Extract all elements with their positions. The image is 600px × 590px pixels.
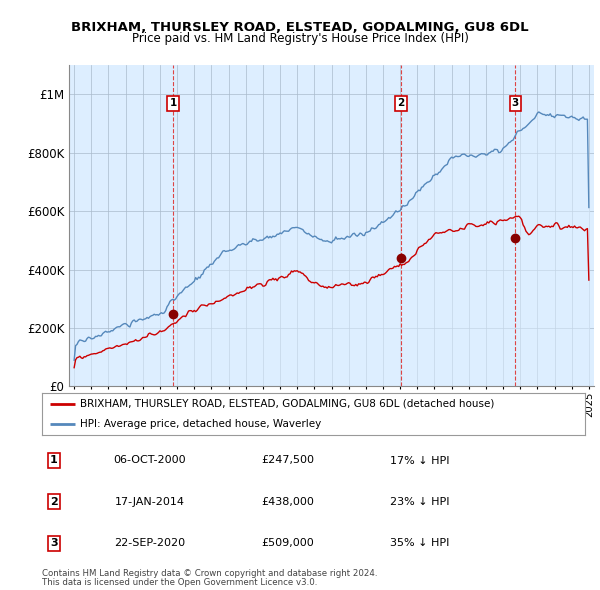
Text: 17% ↓ HPI: 17% ↓ HPI <box>390 455 450 466</box>
Text: Contains HM Land Registry data © Crown copyright and database right 2024.: Contains HM Land Registry data © Crown c… <box>42 569 377 578</box>
Text: 17-JAN-2014: 17-JAN-2014 <box>115 497 185 507</box>
Text: £247,500: £247,500 <box>262 455 314 466</box>
Text: 2: 2 <box>397 99 404 109</box>
Text: 1: 1 <box>169 99 176 109</box>
Text: 22-SEP-2020: 22-SEP-2020 <box>115 538 185 548</box>
Text: 23% ↓ HPI: 23% ↓ HPI <box>390 497 450 507</box>
Text: BRIXHAM, THURSLEY ROAD, ELSTEAD, GODALMING, GU8 6DL (detached house): BRIXHAM, THURSLEY ROAD, ELSTEAD, GODALMI… <box>80 399 494 409</box>
Text: BRIXHAM, THURSLEY ROAD, ELSTEAD, GODALMING, GU8 6DL: BRIXHAM, THURSLEY ROAD, ELSTEAD, GODALMI… <box>71 21 529 34</box>
Text: This data is licensed under the Open Government Licence v3.0.: This data is licensed under the Open Gov… <box>42 578 317 587</box>
Text: 3: 3 <box>50 538 58 548</box>
Text: 3: 3 <box>512 99 519 109</box>
Text: 35% ↓ HPI: 35% ↓ HPI <box>391 538 449 548</box>
Text: 1: 1 <box>50 455 58 466</box>
Text: 2: 2 <box>50 497 58 507</box>
Text: £509,000: £509,000 <box>262 538 314 548</box>
Text: HPI: Average price, detached house, Waverley: HPI: Average price, detached house, Wave… <box>80 419 321 430</box>
Text: 06-OCT-2000: 06-OCT-2000 <box>113 455 187 466</box>
Text: £438,000: £438,000 <box>262 497 314 507</box>
Text: Price paid vs. HM Land Registry's House Price Index (HPI): Price paid vs. HM Land Registry's House … <box>131 32 469 45</box>
